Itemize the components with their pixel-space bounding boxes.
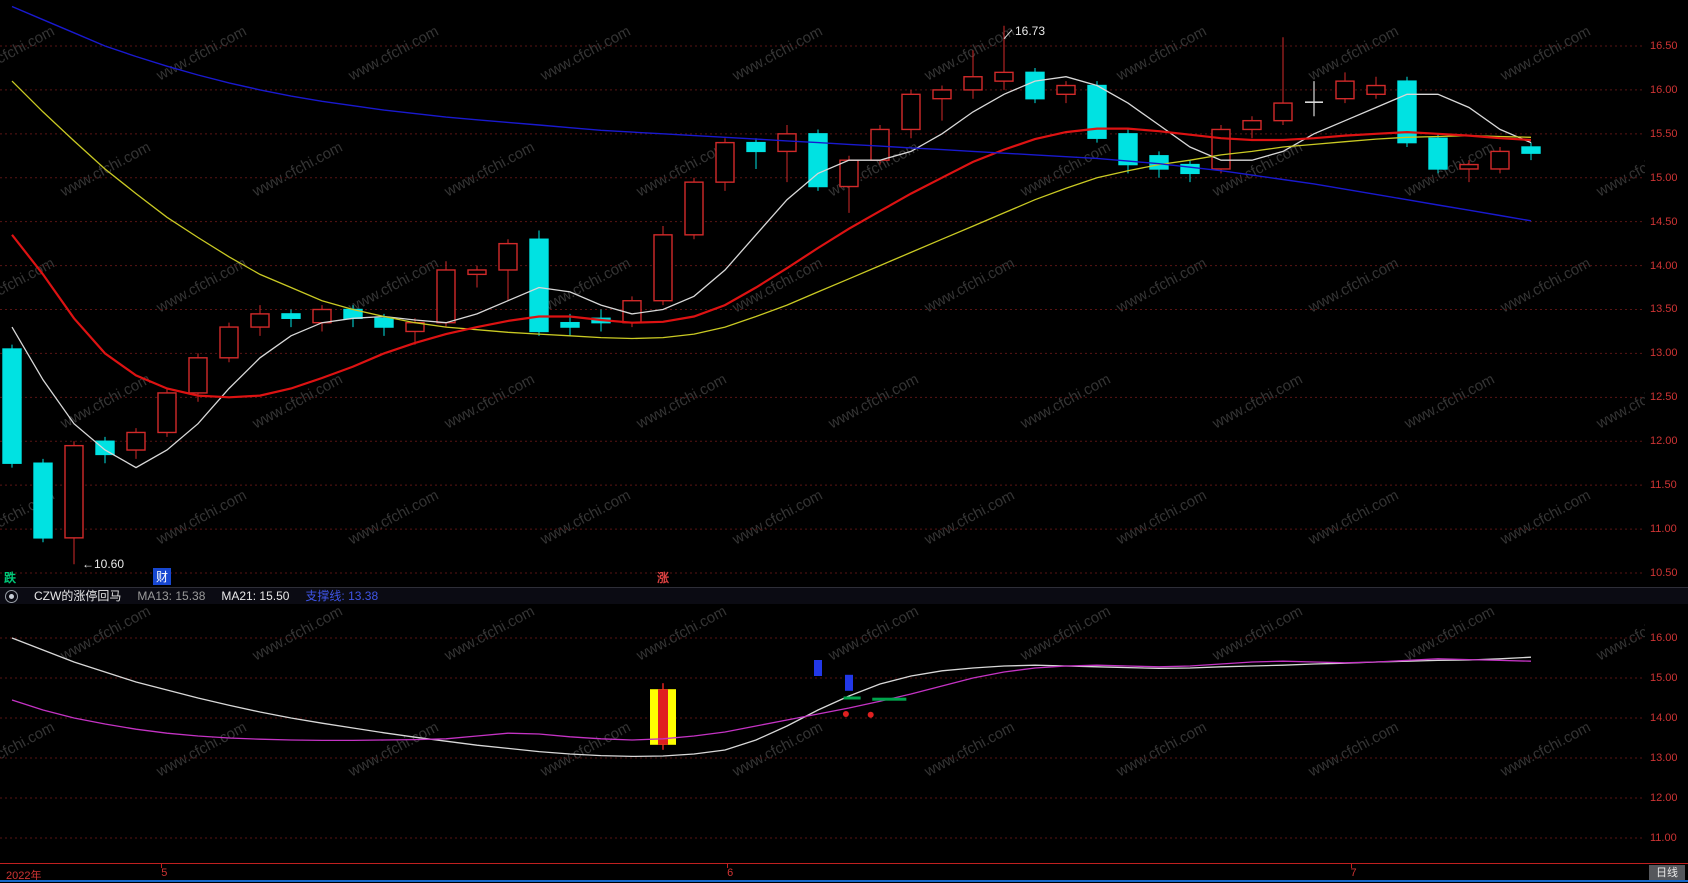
main-chart[interactable]: 16.73 ←10.60 跌 财 涨 [0, 0, 1645, 587]
indicator-toggle-icon[interactable] [5, 589, 18, 603]
x-axis-tick [161, 864, 163, 868]
price-label: 13.50 [1650, 303, 1678, 316]
x-axis-month-label: 6 [727, 867, 734, 879]
x-axis-tick [1350, 864, 1352, 868]
price-label: 16.00 [1650, 83, 1678, 96]
signal-highlight-bar [650, 683, 676, 750]
signal-marker-wealth: 财 [153, 568, 172, 585]
main-candlestick-canvas[interactable]: 16.73 ←10.60 [0, 0, 1645, 587]
MA13-white [11, 637, 1532, 758]
MA-long-blue [11, 5, 1532, 222]
signal-marker-fall: 跌 [4, 571, 17, 585]
price-label: 10.50 [1650, 566, 1678, 579]
indicator-support-value: 支撑线: 13.38 [305, 588, 379, 603]
indicator-icon-dot [9, 593, 14, 599]
MA-mid-yellow [11, 80, 1532, 340]
sub-signal-marks [814, 660, 907, 718]
price-label: 12.00 [1650, 792, 1678, 804]
ma-lines [11, 5, 1532, 469]
sub-gridlines [0, 637, 1645, 839]
indicator-bar: CZW的涨停回马 MA13: 15.38 MA21: 15.50 支撑线: 13… [0, 587, 1688, 604]
price-label: 13.00 [1650, 347, 1678, 360]
MA-slow-red [11, 127, 1532, 399]
indicator-title[interactable]: CZW的涨停回马 [34, 588, 122, 603]
price-label: 13.00 [1650, 752, 1678, 764]
price-label: 15.00 [1650, 171, 1678, 184]
x-axis-tick [727, 864, 729, 868]
price-label: 14.00 [1650, 259, 1678, 272]
signal-marker-rise: 涨 [657, 571, 670, 585]
low-price-annotation: ←10.60 [82, 557, 124, 571]
sub-price-axis: 16.00 15.00 14.00 13.00 12.00 11.00 [1645, 604, 1688, 863]
main-price-axis: 16.50 16.00 15.50 15.00 14.50 14.00 13.50 13.00… [1645, 0, 1688, 587]
price-label: 14.50 [1650, 215, 1678, 228]
price-label: 12.00 [1650, 435, 1678, 448]
MA-fast-white [11, 76, 1532, 469]
price-label: 15.00 [1650, 672, 1678, 684]
price-label: 11.00 [1650, 832, 1677, 844]
x-axis-year-label: 2022年 [6, 870, 42, 882]
price-label: 16.50 [1650, 40, 1678, 52]
window-bottom-border [0, 880, 1688, 882]
price-label: 15.50 [1650, 127, 1678, 140]
price-label: 11.00 [1650, 523, 1677, 536]
x-axis-month-label: 7 [1350, 867, 1357, 879]
indicator-ma21-value: MA21: 15.50 [221, 588, 290, 603]
price-label: 11.50 [1650, 479, 1677, 492]
sub-series-lines [11, 637, 1532, 758]
annotations: 16.73 ←10.60 [82, 24, 1045, 571]
candlesticks [2, 25, 1541, 565]
sub-chart-canvas[interactable] [0, 604, 1645, 863]
high-price-annotation: 16.73 [1015, 24, 1045, 38]
sub-indicator-chart[interactable] [0, 604, 1645, 863]
price-label: 14.00 [1650, 712, 1678, 724]
x-axis: 2022年 日线 5 6 7 [0, 863, 1688, 882]
x-axis-month-label: 5 [161, 867, 168, 879]
price-label: 16.00 [1650, 632, 1678, 644]
price-label: 12.50 [1650, 391, 1678, 404]
indicator-ma13-value: MA13: 15.38 [137, 588, 206, 603]
MA21-magenta [11, 658, 1532, 742]
period-selector[interactable]: 日线 [1649, 865, 1685, 881]
